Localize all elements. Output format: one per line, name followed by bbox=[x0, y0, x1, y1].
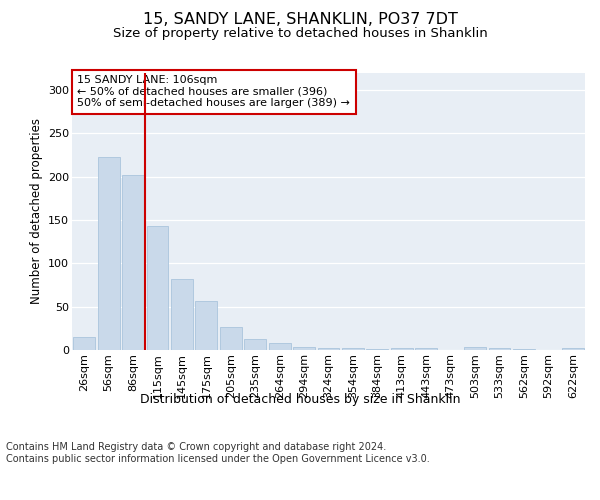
Bar bbox=[562, 348, 584, 350]
Bar bbox=[317, 348, 340, 350]
Bar bbox=[269, 343, 290, 350]
Bar bbox=[122, 175, 144, 350]
Text: Size of property relative to detached houses in Shanklin: Size of property relative to detached ho… bbox=[113, 28, 487, 40]
Y-axis label: Number of detached properties: Number of detached properties bbox=[29, 118, 43, 304]
Bar bbox=[488, 348, 511, 350]
Text: Distribution of detached houses by size in Shanklin: Distribution of detached houses by size … bbox=[140, 392, 460, 406]
Bar bbox=[293, 346, 315, 350]
Bar bbox=[146, 226, 169, 350]
Text: 15 SANDY LANE: 106sqm
← 50% of detached houses are smaller (396)
50% of semi-det: 15 SANDY LANE: 106sqm ← 50% of detached … bbox=[77, 76, 350, 108]
Bar bbox=[73, 337, 95, 350]
Bar bbox=[513, 349, 535, 350]
Bar bbox=[171, 279, 193, 350]
Text: Contains HM Land Registry data © Crown copyright and database right 2024.
Contai: Contains HM Land Registry data © Crown c… bbox=[6, 442, 430, 464]
Bar bbox=[464, 346, 486, 350]
Bar bbox=[342, 348, 364, 350]
Bar bbox=[196, 300, 217, 350]
Text: 15, SANDY LANE, SHANKLIN, PO37 7DT: 15, SANDY LANE, SHANKLIN, PO37 7DT bbox=[143, 12, 457, 28]
Bar bbox=[391, 348, 413, 350]
Bar bbox=[415, 348, 437, 350]
Bar bbox=[244, 338, 266, 350]
Bar bbox=[220, 328, 242, 350]
Bar bbox=[98, 158, 119, 350]
Bar bbox=[367, 349, 388, 350]
